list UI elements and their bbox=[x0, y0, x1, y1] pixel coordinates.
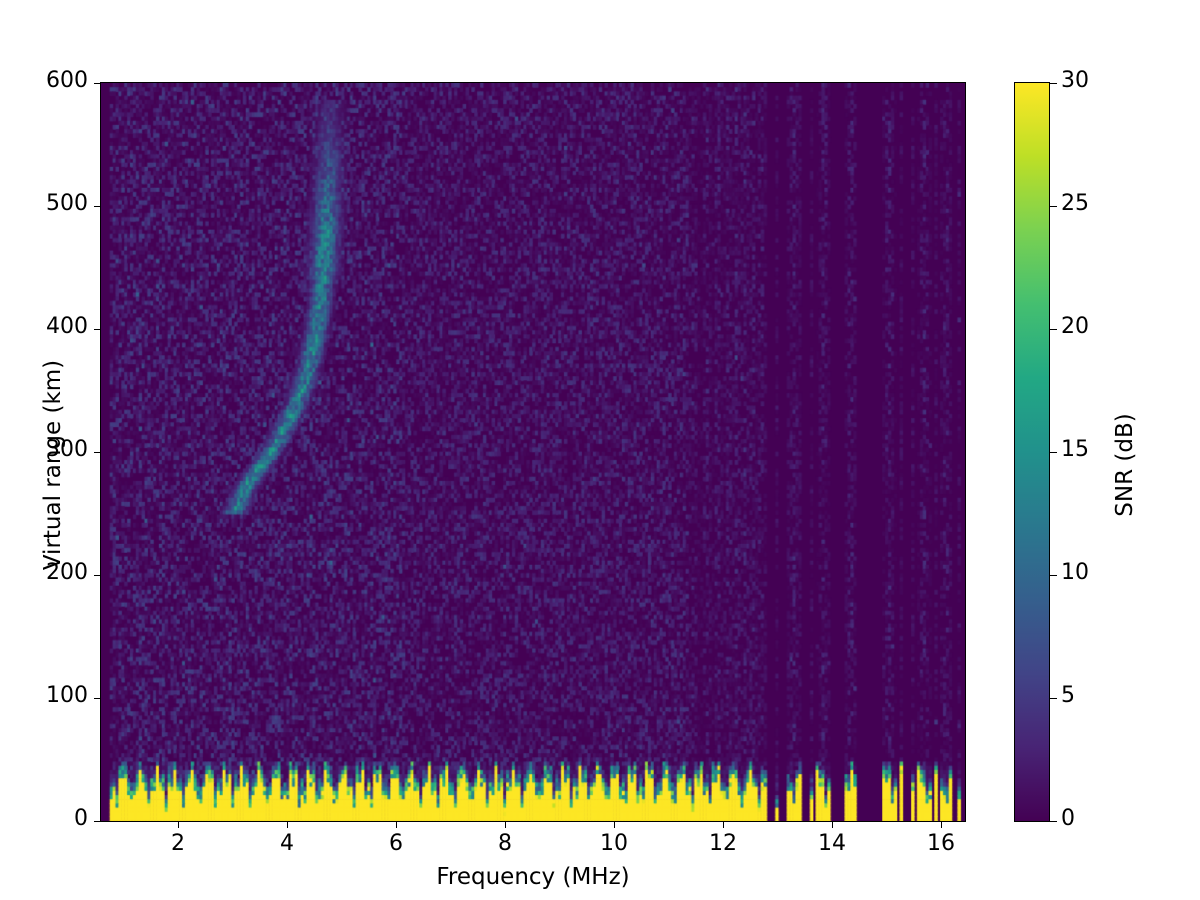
x-tick-label-14: 14 bbox=[818, 831, 846, 856]
x-tick-6 bbox=[396, 822, 397, 828]
y-tick-label-300: 300 bbox=[46, 437, 88, 462]
colorbar-gradient bbox=[1015, 83, 1049, 821]
colorbar-tick-10 bbox=[1050, 575, 1057, 576]
x-tick-8 bbox=[505, 822, 506, 828]
colorbar-tick-5 bbox=[1050, 698, 1057, 699]
x-tick-12 bbox=[723, 822, 724, 828]
colorbar bbox=[1014, 82, 1050, 822]
x-tick-4 bbox=[287, 822, 288, 828]
colorbar-tick-label-0: 0 bbox=[1061, 806, 1075, 831]
x-tick-label-8: 8 bbox=[498, 831, 512, 856]
colorbar-tick-30 bbox=[1050, 83, 1057, 84]
x-tick-14 bbox=[832, 822, 833, 828]
y-tick-100 bbox=[94, 698, 100, 699]
y-tick-600 bbox=[94, 83, 100, 84]
plot-area bbox=[100, 82, 966, 822]
colorbar-tick-label-15: 15 bbox=[1061, 437, 1089, 462]
x-tick-label-6: 6 bbox=[389, 831, 403, 856]
y-tick-0 bbox=[94, 821, 100, 822]
x-tick-label-4: 4 bbox=[280, 831, 294, 856]
colorbar-tick-label-25: 25 bbox=[1061, 191, 1089, 216]
y-tick-label-500: 500 bbox=[46, 191, 88, 216]
x-tick-2 bbox=[178, 822, 179, 828]
colorbar-tick-20 bbox=[1050, 329, 1057, 330]
colorbar-tick-0 bbox=[1050, 821, 1057, 822]
ionogram-heatmap bbox=[101, 83, 965, 821]
y-tick-400 bbox=[94, 329, 100, 330]
x-tick-label-10: 10 bbox=[600, 831, 628, 856]
colorbar-tick-label-10: 10 bbox=[1061, 560, 1089, 585]
y-tick-label-400: 400 bbox=[46, 314, 88, 339]
x-tick-label-12: 12 bbox=[709, 831, 737, 856]
colorbar-tick-label-5: 5 bbox=[1061, 683, 1075, 708]
colorbar-label: SNR (dB) bbox=[1112, 413, 1138, 517]
x-tick-label-2: 2 bbox=[171, 831, 185, 856]
colorbar-tick-label-20: 20 bbox=[1061, 314, 1089, 339]
x-tick-10 bbox=[614, 822, 615, 828]
x-tick-label-16: 16 bbox=[927, 831, 955, 856]
y-tick-label-0: 0 bbox=[74, 806, 88, 831]
colorbar-tick-25 bbox=[1050, 206, 1057, 207]
y-tick-label-600: 600 bbox=[46, 68, 88, 93]
x-axis-label: Frequency (MHz) bbox=[436, 864, 630, 890]
x-tick-16 bbox=[941, 822, 942, 828]
colorbar-tick-15 bbox=[1050, 452, 1057, 453]
colorbar-tick-label-30: 30 bbox=[1061, 68, 1089, 93]
y-tick-300 bbox=[94, 452, 100, 453]
y-tick-500 bbox=[94, 206, 100, 207]
y-tick-label-200: 200 bbox=[46, 560, 88, 585]
y-tick-label-100: 100 bbox=[46, 683, 88, 708]
y-tick-200 bbox=[94, 575, 100, 576]
